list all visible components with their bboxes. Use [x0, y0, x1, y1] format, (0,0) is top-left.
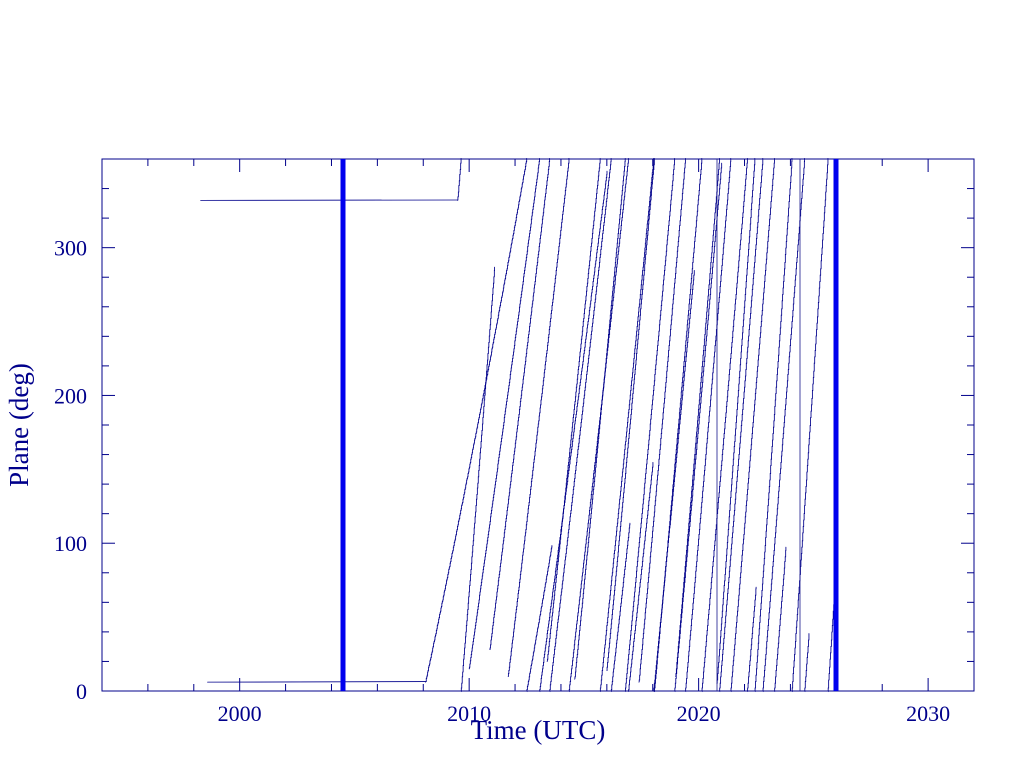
svg-text:200: 200 [54, 383, 87, 408]
svg-text:2030: 2030 [906, 701, 950, 726]
svg-text:2000: 2000 [218, 701, 262, 726]
svg-text:100: 100 [54, 531, 87, 556]
svg-text:300: 300 [54, 236, 87, 261]
svg-text:2020: 2020 [677, 701, 721, 726]
svg-text:Time (UTC): Time (UTC) [471, 715, 606, 745]
svg-text:0: 0 [76, 679, 87, 704]
svg-text:Plane (deg): Plane (deg) [4, 363, 34, 487]
